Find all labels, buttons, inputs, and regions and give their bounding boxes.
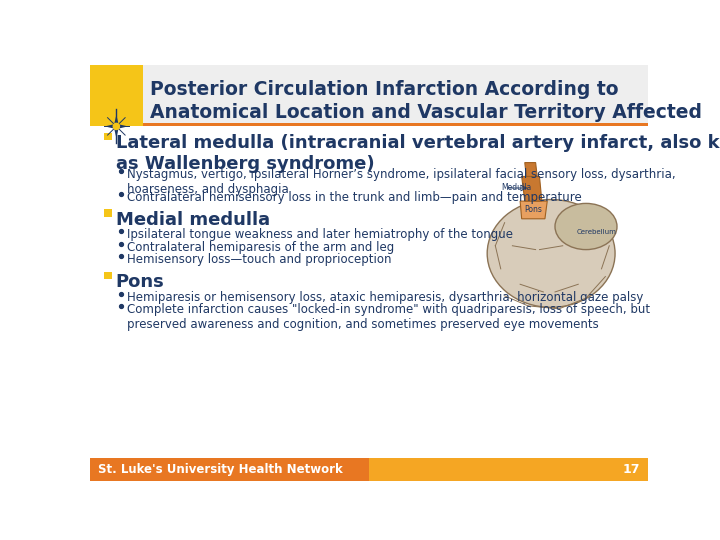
Text: St. Luke's University Health Network: St. Luke's University Health Network <box>98 463 343 476</box>
Text: Pons: Pons <box>524 205 542 214</box>
FancyBboxPatch shape <box>90 65 143 126</box>
Polygon shape <box>522 177 542 201</box>
Text: Medial medulla: Medial medulla <box>116 211 270 229</box>
Text: Posterior Circulation Infarction According to: Posterior Circulation Infarction Accordi… <box>150 80 619 99</box>
Polygon shape <box>525 163 537 177</box>
Text: Hemiparesis or hemisensory loss, ataxic hemiparesis, dysarthria, horizontal gaze: Hemiparesis or hemisensory loss, ataxic … <box>127 291 644 303</box>
FancyBboxPatch shape <box>90 65 648 126</box>
FancyBboxPatch shape <box>104 132 112 140</box>
FancyBboxPatch shape <box>104 210 112 217</box>
FancyBboxPatch shape <box>143 123 648 126</box>
FancyBboxPatch shape <box>143 65 648 126</box>
FancyBboxPatch shape <box>90 457 369 481</box>
Text: 17: 17 <box>623 463 640 476</box>
Circle shape <box>113 123 120 130</box>
FancyBboxPatch shape <box>369 457 648 481</box>
Text: Medulla: Medulla <box>500 184 531 192</box>
FancyBboxPatch shape <box>90 65 648 481</box>
Text: Contralateral hemiparesis of the arm and leg: Contralateral hemiparesis of the arm and… <box>127 241 395 254</box>
Text: Anatomical Location and Vascular Territory Affected: Anatomical Location and Vascular Territo… <box>150 103 703 122</box>
Text: Contralateral hemisensory loss in the trunk and limb—pain and temperature: Contralateral hemisensory loss in the tr… <box>127 191 582 204</box>
Text: Cerebellum: Cerebellum <box>576 229 616 235</box>
Text: Nystagmus, vertigo, ipsilateral Horner’s syndrome, ipsilateral facial sensory lo: Nystagmus, vertigo, ipsilateral Horner’s… <box>127 168 676 195</box>
Text: Hemisensory loss—touch and proprioception: Hemisensory loss—touch and proprioceptio… <box>127 253 392 266</box>
Text: Ipsilateral tongue weakness and later hemiatrophy of the tongue: Ipsilateral tongue weakness and later he… <box>127 228 513 241</box>
FancyBboxPatch shape <box>104 272 112 279</box>
Text: Lateral medulla (intracranial vertebral artery infarct, also known
as Wallenberg: Lateral medulla (intracranial vertebral … <box>116 134 720 173</box>
Ellipse shape <box>487 200 615 307</box>
Polygon shape <box>104 115 128 138</box>
Text: Complete infarction causes "locked-in syndrome" with quadriparesis, loss of spee: Complete infarction causes "locked-in sy… <box>127 303 650 331</box>
Polygon shape <box>520 201 547 219</box>
Ellipse shape <box>555 204 617 249</box>
Text: Pons: Pons <box>116 273 164 291</box>
